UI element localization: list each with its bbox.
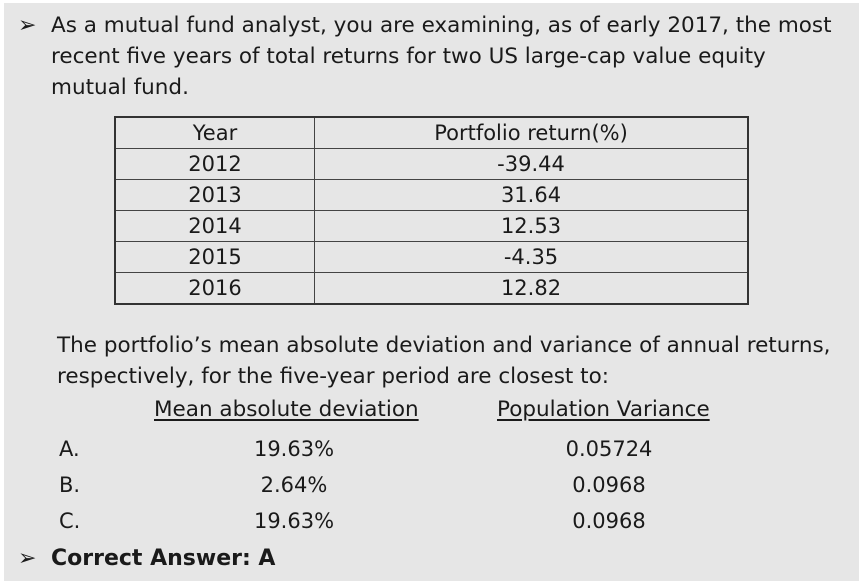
year-cell: 2015 xyxy=(114,241,315,273)
slide: ➢ As a mutual fund analyst, you are exam… xyxy=(4,3,859,581)
question-text: The portfolio’s mean absolute deviation … xyxy=(57,333,831,389)
correct-answer: ➢ Correct Answer: A xyxy=(18,543,845,574)
option-letter: A. xyxy=(59,437,80,461)
option-mad-value: 19.63% xyxy=(253,509,335,533)
option-variance-value: 0.0968 xyxy=(572,509,646,533)
year-cell: 2016 xyxy=(114,272,315,305)
arrow-bullet-icon: ➢ xyxy=(18,546,37,571)
table-row: 2015 -4.35 xyxy=(114,241,749,273)
option-mad-value: 19.63% xyxy=(253,437,335,461)
option-letter: B. xyxy=(59,473,81,497)
correct-answer-text: Correct Answer: A xyxy=(51,546,276,571)
return-cell: -4.35 xyxy=(314,241,749,273)
table-row: 2013 31.64 xyxy=(114,179,749,211)
option-c: C. 19.63% 0.0968 xyxy=(4,509,859,545)
year-cell: 2012 xyxy=(114,148,315,180)
option-b: B. 2.64% 0.0968 xyxy=(4,473,859,509)
intro-text: As a mutual fund analyst, you are examin… xyxy=(51,13,832,100)
table-row: 2014 12.53 xyxy=(114,210,749,242)
table-header-row: Year Portfolio return(%) xyxy=(114,116,749,149)
column-header-variance: Population Variance xyxy=(497,397,710,422)
intro-paragraph: ➢ As a mutual fund analyst, you are exam… xyxy=(18,10,845,103)
year-cell: 2013 xyxy=(114,179,315,211)
table-row: 2012 -39.44 xyxy=(114,148,749,180)
year-cell: 2014 xyxy=(114,210,315,242)
option-mad-value: 2.64% xyxy=(260,473,328,497)
return-cell: 12.53 xyxy=(314,210,749,242)
returns-table: Year Portfolio return(%) 2012 -39.44 201… xyxy=(114,116,749,305)
option-variance-value: 0.05724 xyxy=(565,437,653,461)
option-variance-value: 0.0968 xyxy=(572,473,646,497)
arrow-bullet-icon: ➢ xyxy=(18,13,37,38)
option-a: A. 19.63% 0.05724 xyxy=(4,437,859,473)
header-year: Year xyxy=(114,116,315,149)
header-portfolio-return: Portfolio return(%) xyxy=(314,116,749,149)
return-cell: 31.64 xyxy=(314,179,749,211)
return-cell: -39.44 xyxy=(314,148,749,180)
return-cell: 12.82 xyxy=(314,272,749,305)
column-header-mad: Mean absolute deviation xyxy=(154,397,419,422)
table-row: 2016 12.82 xyxy=(114,272,749,305)
option-letter: C. xyxy=(59,509,81,533)
